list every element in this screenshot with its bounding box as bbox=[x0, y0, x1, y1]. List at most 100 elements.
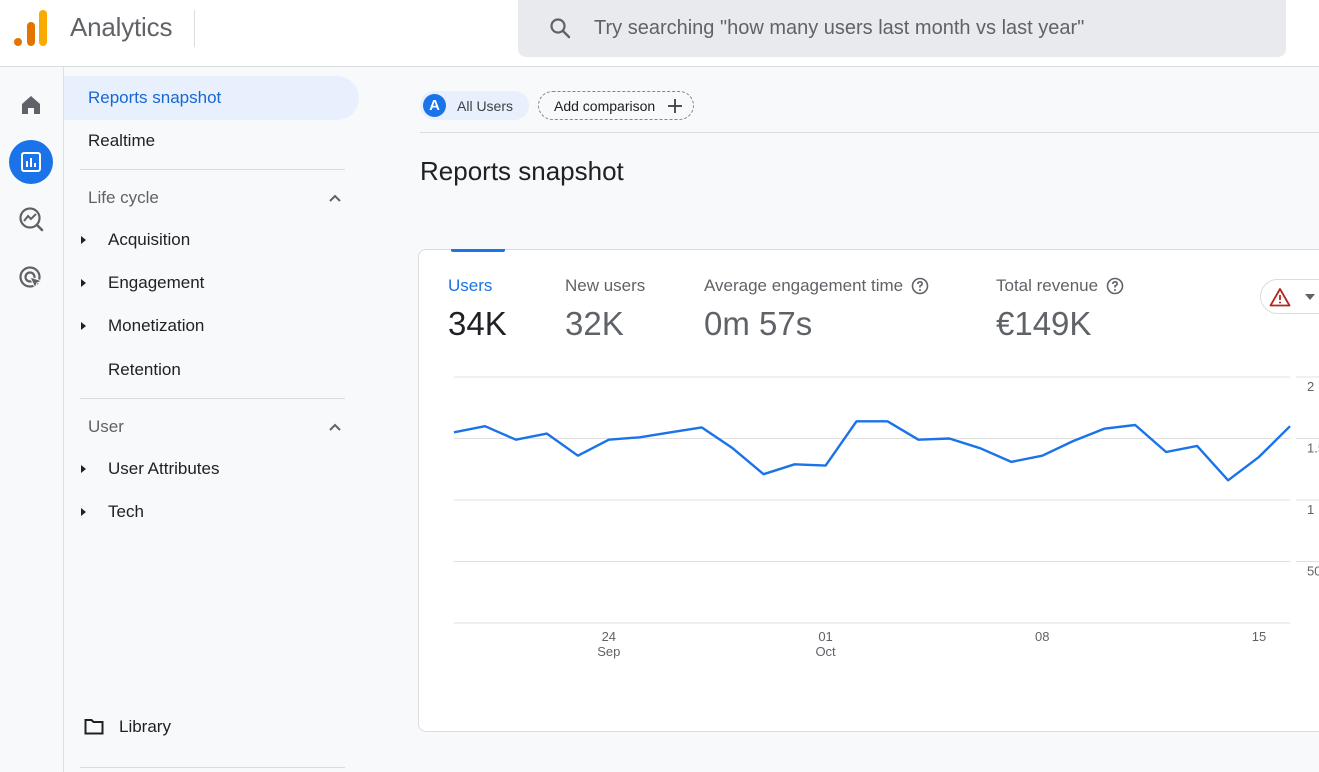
data-point[interactable] bbox=[885, 419, 889, 423]
y-tick-label: 50 bbox=[1307, 564, 1319, 579]
nav-library[interactable]: Library bbox=[64, 705, 359, 749]
expand-arrow-icon bbox=[81, 279, 86, 287]
data-point[interactable] bbox=[1195, 444, 1199, 448]
metric-users-tab[interactable]: Users 34K bbox=[448, 276, 507, 343]
nav-label: Engagement bbox=[108, 273, 205, 292]
data-point[interactable] bbox=[1102, 427, 1106, 431]
x-tick-month-label: Oct bbox=[815, 644, 836, 659]
help-icon[interactable] bbox=[911, 277, 929, 295]
add-comparison-label: Add comparison bbox=[554, 97, 656, 114]
metric-label: Total revenue bbox=[996, 276, 1099, 295]
data-point[interactable] bbox=[1009, 460, 1013, 464]
nav-engagement[interactable]: Engagement bbox=[64, 261, 359, 305]
y-tick-label: 1 bbox=[1307, 502, 1314, 517]
home-icon bbox=[22, 96, 40, 114]
search-input[interactable] bbox=[594, 17, 1254, 40]
page-title: Reports snapshot bbox=[420, 156, 624, 186]
nav-retention[interactable]: Retention bbox=[64, 348, 359, 392]
rail-home-button[interactable] bbox=[9, 83, 53, 127]
nav-label: Realtime bbox=[88, 131, 156, 150]
data-point[interactable] bbox=[1133, 423, 1137, 427]
x-tick-label: 01 bbox=[818, 629, 832, 644]
y-tick-label: 2 bbox=[1307, 379, 1314, 394]
data-point[interactable] bbox=[638, 435, 642, 439]
data-point[interactable] bbox=[978, 446, 982, 450]
x-tick-label: 24 bbox=[602, 629, 616, 644]
rail-advertising-button[interactable] bbox=[9, 256, 53, 300]
rail-reports-button[interactable] bbox=[9, 140, 53, 184]
data-point[interactable] bbox=[793, 462, 797, 466]
data-point[interactable] bbox=[514, 438, 518, 442]
metric-engagement-time-tab[interactable]: Average engagement time 0m 57s bbox=[704, 276, 929, 343]
data-point[interactable] bbox=[916, 438, 920, 442]
nav-reports-snapshot[interactable]: Reports snapshot bbox=[64, 76, 359, 120]
nav-rail bbox=[0, 67, 64, 772]
data-point[interactable] bbox=[947, 437, 951, 441]
nav-label: Library bbox=[119, 717, 171, 736]
chevron-up-icon[interactable] bbox=[328, 191, 342, 205]
section-lifecycle-title[interactable]: Life cycle bbox=[88, 188, 159, 207]
chevron-up-icon[interactable] bbox=[328, 420, 342, 434]
nav-divider bbox=[80, 169, 345, 170]
help-icon[interactable] bbox=[1106, 277, 1124, 295]
nav-label: Reports snapshot bbox=[88, 88, 222, 107]
data-point[interactable] bbox=[700, 425, 704, 429]
search-icon bbox=[550, 18, 571, 39]
data-point[interactable] bbox=[824, 464, 828, 468]
metric-value: 34K bbox=[448, 305, 507, 342]
data-point[interactable] bbox=[1040, 454, 1044, 458]
nav-realtime[interactable]: Realtime bbox=[64, 119, 359, 163]
content-divider bbox=[420, 132, 1319, 133]
folder-icon bbox=[84, 719, 104, 735]
nav-divider bbox=[80, 767, 345, 768]
metric-total-revenue-tab[interactable]: Total revenue €149K bbox=[996, 276, 1124, 343]
search-bar[interactable] bbox=[518, 0, 1286, 57]
warning-icon bbox=[1269, 288, 1291, 307]
nav-divider bbox=[80, 398, 345, 399]
data-point[interactable] bbox=[452, 430, 456, 434]
data-point[interactable] bbox=[1288, 424, 1292, 428]
data-point[interactable] bbox=[607, 438, 611, 442]
series-line[interactable] bbox=[453, 420, 1291, 482]
data-point[interactable] bbox=[1164, 450, 1168, 454]
reports-icon bbox=[21, 152, 41, 172]
app-title: Analytics bbox=[70, 12, 173, 42]
rail-explore-button[interactable] bbox=[9, 197, 53, 241]
data-point[interactable] bbox=[669, 430, 673, 434]
expand-arrow-icon bbox=[81, 236, 86, 244]
nav-label: Acquisition bbox=[108, 230, 191, 249]
analytics-logo[interactable] bbox=[14, 10, 48, 46]
active-tab-indicator bbox=[451, 249, 505, 252]
x-tick-label: 15 bbox=[1252, 629, 1266, 644]
expand-arrow-icon bbox=[81, 322, 86, 330]
nav-user-attributes[interactable]: User Attributes bbox=[64, 447, 359, 491]
data-point[interactable] bbox=[1226, 478, 1230, 482]
x-tick-month-label: Sep bbox=[597, 644, 620, 659]
data-point[interactable] bbox=[762, 472, 766, 476]
segment-chip[interactable]: A All Users bbox=[420, 91, 529, 120]
nav-label: User Attributes bbox=[108, 459, 220, 478]
metric-value: €149K bbox=[996, 305, 1092, 342]
metric-new-users-tab[interactable]: New users 32K bbox=[565, 276, 645, 343]
top-bar: Analytics bbox=[0, 0, 1319, 67]
metric-label: Users bbox=[448, 276, 493, 295]
nav-label: Tech bbox=[108, 502, 144, 521]
data-point[interactable] bbox=[855, 419, 859, 423]
nav-acquisition[interactable]: Acquisition bbox=[64, 218, 359, 262]
segment-avatar: A bbox=[423, 94, 446, 117]
nav-monetization[interactable]: Monetization bbox=[64, 304, 359, 348]
metric-value: 0m 57s bbox=[704, 305, 813, 342]
data-point[interactable] bbox=[576, 454, 580, 458]
section-user-title[interactable]: User bbox=[88, 417, 124, 436]
data-point[interactable] bbox=[545, 432, 549, 436]
main-content: A All Users Add comparison Reports snaps… bbox=[364, 67, 1319, 772]
add-comparison-button[interactable]: Add comparison bbox=[538, 91, 694, 120]
insights-alert-button[interactable] bbox=[1260, 279, 1319, 314]
data-point[interactable] bbox=[731, 446, 735, 450]
data-point[interactable] bbox=[483, 424, 487, 428]
data-point[interactable] bbox=[1071, 439, 1075, 443]
data-point[interactable] bbox=[1257, 455, 1261, 459]
nav-tech[interactable]: Tech bbox=[64, 490, 359, 534]
side-nav: Reports snapshot Realtime Life cycle Acq… bbox=[64, 67, 364, 772]
